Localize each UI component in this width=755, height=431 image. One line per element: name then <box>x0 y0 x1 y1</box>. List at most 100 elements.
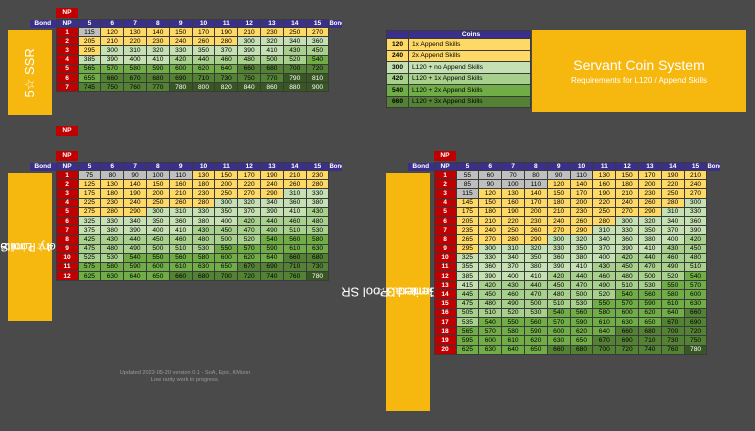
value-cell: 540 <box>478 316 503 328</box>
table-row: 4 225 230 240 250 260 280 300 320 340 360 380 <box>30 197 342 208</box>
row-spacer <box>408 180 434 189</box>
row-spacer <box>329 198 342 207</box>
value-cell: 370 <box>592 243 617 254</box>
row-spacer <box>408 171 434 180</box>
level-header: 15 <box>305 162 330 171</box>
level-header: 12 <box>237 162 262 171</box>
value-cell: 680 <box>569 344 594 355</box>
value-cell: 680 <box>260 63 284 74</box>
value-cell: 190 <box>214 26 239 38</box>
value-cell: 400 <box>660 234 685 245</box>
value-cell: 770 <box>145 82 170 93</box>
table-row: 8 425 430 440 450 460 480 500 520 540 560 580 <box>30 234 342 245</box>
header-row: BondNP56789101112131415Bond <box>408 162 720 171</box>
row-spacer <box>408 327 434 336</box>
table-row: 11 575 580 590 600 610 630 650 670 690 710 730 <box>30 261 342 273</box>
row-spacer <box>329 83 342 92</box>
legend-header: Coins <box>386 30 531 39</box>
value-cell: 580 <box>123 63 147 74</box>
value-cell: 860 <box>260 82 284 93</box>
value-cell: 350 <box>569 243 594 254</box>
value-cell: 240 <box>683 179 708 190</box>
value-cell: 210 <box>237 26 262 38</box>
value-cell: 350 <box>145 215 170 227</box>
value-cell: 200 <box>569 197 594 208</box>
value-cell: 520 <box>501 307 525 319</box>
row-spacer <box>329 262 342 271</box>
value-cell: 360 <box>282 197 307 208</box>
value-cell: 430 <box>592 261 617 273</box>
value-cell: 220 <box>501 215 525 227</box>
value-cell: 295 <box>77 45 102 56</box>
value-cell: 900 <box>305 82 330 93</box>
bond-header-right: Bond <box>328 162 342 171</box>
value-cell: 200 <box>145 188 170 199</box>
value-cell: 640 <box>592 326 617 337</box>
level-header: 5 <box>455 162 480 171</box>
row-spacer <box>707 244 720 253</box>
row-spacer <box>408 262 434 271</box>
value-cell: 330 <box>615 225 640 236</box>
value-cell: 670 <box>592 335 617 346</box>
value-cell: 590 <box>638 298 662 309</box>
value-cell: 370 <box>214 45 239 56</box>
np-cell: 17 <box>433 316 457 328</box>
value-cell: 320 <box>237 197 262 208</box>
value-cell: 120 <box>546 179 571 190</box>
np-header: NP <box>433 162 457 171</box>
value-cell: 690 <box>683 316 708 328</box>
value-cell: 210 <box>168 188 193 199</box>
value-cell: 460 <box>501 289 525 300</box>
value-cell: 340 <box>123 215 147 227</box>
value-cell: 350 <box>523 252 548 263</box>
value-cell: 230 <box>305 169 330 181</box>
value-cell: 740 <box>638 344 662 355</box>
value-cell: 580 <box>501 326 525 337</box>
value-cell: 125 <box>77 179 102 190</box>
table-row: 9 475 480 490 500 510 530 550 570 590 610 630 <box>30 243 342 254</box>
level-header: 5 <box>77 162 102 171</box>
row-spacer <box>408 253 434 262</box>
np-cell: 7 <box>55 225 79 236</box>
row-spacer <box>30 272 56 281</box>
value-cell: 450 <box>683 243 708 254</box>
value-cell: 410 <box>260 45 284 56</box>
value-cell: 400 <box>145 225 170 236</box>
row-spacer <box>30 207 56 216</box>
np-cell: 9 <box>433 243 457 254</box>
value-cell: 430 <box>191 225 216 236</box>
np-cell: 8 <box>55 234 79 245</box>
value-cell: 190 <box>660 169 685 181</box>
value-cell: 270 <box>237 188 262 199</box>
value-cell: 390 <box>123 225 147 236</box>
value-cell: 550 <box>660 280 685 291</box>
value-cell: 150 <box>168 26 193 38</box>
np-cell: 7 <box>433 225 457 236</box>
value-cell: 780 <box>168 82 193 93</box>
value-cell: 60 <box>478 169 503 181</box>
value-cell: 600 <box>546 326 571 337</box>
value-cell: 530 <box>305 225 330 236</box>
value-cell: 600 <box>214 252 239 263</box>
table-row: 10 325 330 340 350 360 380 400 420 440 460 480 <box>408 252 720 263</box>
value-cell: 150 <box>214 169 239 181</box>
row-spacer <box>707 262 720 271</box>
np-header: NP <box>55 19 79 28</box>
value-cell: 690 <box>168 72 193 84</box>
value-cell: 230 <box>523 215 548 227</box>
level-header: 12 <box>615 162 640 171</box>
value-cell: 295 <box>455 243 480 254</box>
table-row: 16 505 510 520 530 540 560 580 600 620 640 660 <box>408 307 720 319</box>
coins-legend: Coins 120 1x Append Skills 240 2x Append Ski… <box>386 30 531 108</box>
value-cell: 280 <box>501 234 525 245</box>
level-header: 8 <box>145 19 170 28</box>
level-header: 9 <box>546 162 571 171</box>
np-cell: 12 <box>55 271 79 282</box>
row-spacer <box>408 272 434 281</box>
value-cell: 480 <box>478 298 503 309</box>
row-spacer <box>408 207 434 216</box>
legend-row: 540 L120 + 2x Append Skills <box>386 84 531 97</box>
value-cell: 640 <box>260 252 284 263</box>
value-cell: 700 <box>660 326 685 337</box>
value-cell: 490 <box>260 225 284 236</box>
